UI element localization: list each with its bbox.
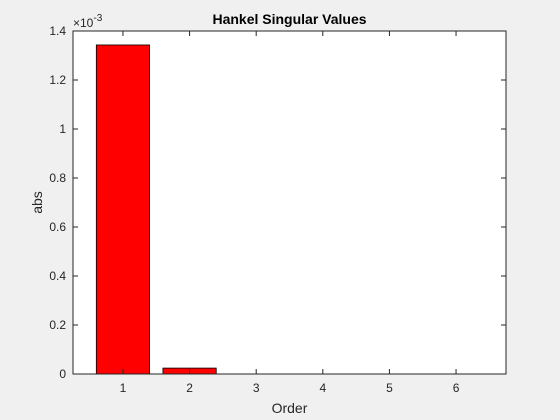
x-tick-label: 1 [120,381,127,395]
y-tick-label: 1 [59,122,66,136]
y-exponent-power: -3 [93,13,102,24]
y-tick-label: 0.4 [49,269,66,283]
x-axis-label: Order [272,400,308,416]
y-tick-label: 1.2 [49,73,66,87]
y-tick-label: 0.6 [49,220,66,234]
y-tick-label: 0 [59,367,66,381]
y-exponent-base: ×10 [73,16,94,30]
y-axis-label: abs [29,191,45,214]
ticks-group: 0 0.2 0.4 0.6 0.8 1 1.2 1.4 1 2 3 4 5 6 [49,24,506,395]
y-exponent-label: ×10-3 [73,13,103,30]
x-tick-label: 4 [319,381,326,395]
bar-1 [95,44,151,375]
y-tick-label: 0.8 [49,171,66,185]
x-tick-label: 2 [186,381,193,395]
x-tick-label: 3 [253,381,260,395]
x-tick-label: 5 [386,381,393,395]
y-tick-label: 0.2 [49,318,66,332]
axes-box [72,30,507,375]
chart-title: Hankel Singular Values [212,11,366,27]
x-tick-label: 6 [453,381,460,395]
y-tick-label: 1.4 [49,24,66,38]
